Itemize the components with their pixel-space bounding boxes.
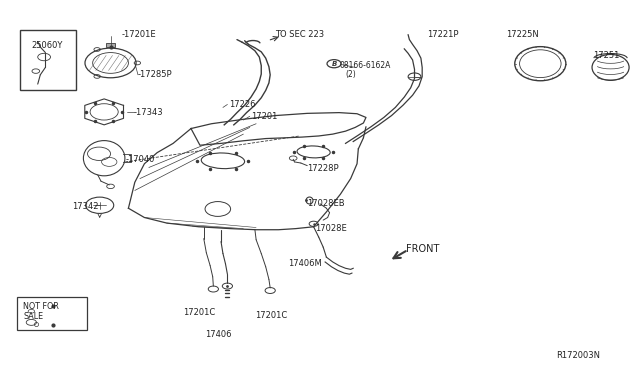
Text: 17028E: 17028E <box>315 224 347 233</box>
Text: 17406M: 17406M <box>288 259 322 267</box>
Text: B: B <box>332 61 337 67</box>
Text: 08166-6162A: 08166-6162A <box>339 61 390 70</box>
Text: (2): (2) <box>346 70 356 79</box>
Text: 17406: 17406 <box>205 330 232 340</box>
Text: 17201C: 17201C <box>255 311 287 320</box>
Text: -17040: -17040 <box>125 155 155 164</box>
Bar <box>20 31 76 90</box>
Text: 17226: 17226 <box>229 100 256 109</box>
Text: 17201C: 17201C <box>182 308 215 317</box>
Text: FRONT: FRONT <box>406 244 440 254</box>
Text: 17028EB: 17028EB <box>307 199 345 208</box>
Text: 25060Y: 25060Y <box>31 41 63 51</box>
Text: TO SEC 223: TO SEC 223 <box>275 30 324 39</box>
Bar <box>17 297 87 330</box>
Text: 17221P: 17221P <box>428 30 459 39</box>
Text: SALE: SALE <box>23 312 43 321</box>
Text: -17201E: -17201E <box>122 30 157 39</box>
Text: NOT FOR: NOT FOR <box>23 302 59 311</box>
Text: -17343: -17343 <box>134 109 163 118</box>
Bar <box>106 42 115 47</box>
Text: 17342: 17342 <box>72 202 99 211</box>
Text: 17201: 17201 <box>251 112 277 121</box>
Text: 17228P: 17228P <box>307 164 339 173</box>
Text: R172003N: R172003N <box>556 351 600 360</box>
Text: -17285P: -17285P <box>138 70 173 79</box>
Text: 17251: 17251 <box>593 51 620 60</box>
Text: 17225N: 17225N <box>506 30 540 39</box>
